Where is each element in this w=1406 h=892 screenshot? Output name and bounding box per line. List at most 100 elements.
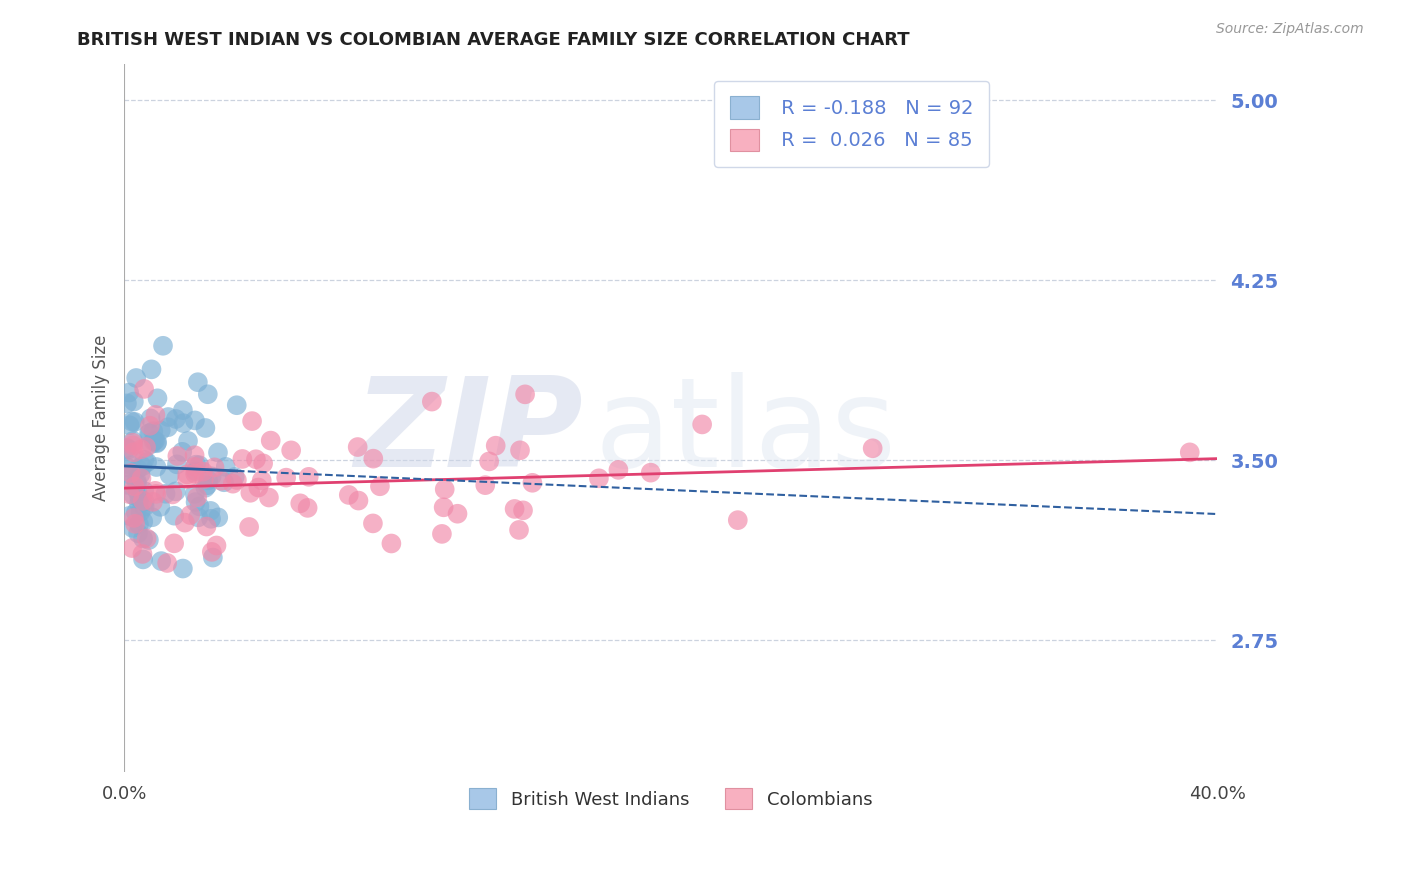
Point [478,454,501,468]
Point [134,452,156,467]
Point [122,394,145,409]
Point [162,487,184,501]
Point [503,502,526,516]
Point [115,396,138,410]
Point [276,470,298,484]
Point [129,467,152,482]
Point [145,460,167,475]
Point [115,441,138,455]
Point [188,500,211,514]
Point [146,392,169,406]
Point [132,515,155,529]
Point [290,496,312,510]
Point [127,526,149,541]
Point [121,541,143,555]
Point [201,545,224,559]
Point [257,491,280,505]
Point [172,403,194,417]
Point [184,459,207,474]
Point [125,371,148,385]
Point [129,505,152,519]
Point [146,435,169,450]
Point [121,521,143,535]
Point [207,445,229,459]
Point [142,495,165,509]
Point [156,420,179,434]
Point [474,478,496,492]
Point [184,464,207,478]
Point [145,487,167,501]
Point [200,512,222,526]
Point [508,523,530,537]
Point [245,452,267,467]
Point [134,483,156,498]
Point [176,472,198,486]
Point [166,458,188,472]
Point [188,458,211,473]
Point [184,458,207,472]
Point [124,479,146,493]
Point [115,460,138,475]
Point [141,510,163,524]
Point [184,495,207,509]
Point [122,445,145,459]
Point [125,476,148,491]
Point [183,448,205,462]
Point [205,539,228,553]
Point [118,385,141,400]
Point [191,465,214,479]
Point [122,511,145,525]
Point [121,415,143,429]
Point [176,467,198,482]
Point [121,435,143,450]
Point [862,442,884,456]
Point [131,547,153,561]
Point [607,463,630,477]
Point [201,469,224,483]
Point [122,438,145,452]
Point [125,505,148,519]
Point [127,462,149,476]
Point [194,421,217,435]
Point [430,527,453,541]
Point [149,424,172,438]
Point [143,434,166,448]
Point [141,362,163,376]
Point [159,467,181,482]
Point [132,532,155,546]
Point [195,478,218,492]
Point [155,487,177,501]
Point [201,550,224,565]
Point [124,516,146,531]
Point [184,487,207,501]
Text: Source: ZipAtlas.com: Source: ZipAtlas.com [1216,22,1364,37]
Point [727,513,749,527]
Point [522,475,544,490]
Point [280,443,302,458]
Point [509,443,531,458]
Point [163,508,186,523]
Point [193,472,215,486]
Point [138,426,160,441]
Point [225,398,247,412]
Point [131,459,153,474]
Point [485,439,508,453]
Point [231,452,253,467]
Point [368,479,391,493]
Point [1178,445,1201,459]
Point [260,434,283,448]
Point [297,500,319,515]
Point [212,475,235,490]
Point [156,556,179,570]
Point [337,488,360,502]
Point [149,500,172,514]
Point [139,411,162,425]
Point [298,470,321,484]
Point [115,478,138,492]
Point [177,434,200,448]
Point [250,474,273,488]
Point [588,471,610,485]
Point [225,473,247,487]
Point [215,459,238,474]
Point [142,434,165,449]
